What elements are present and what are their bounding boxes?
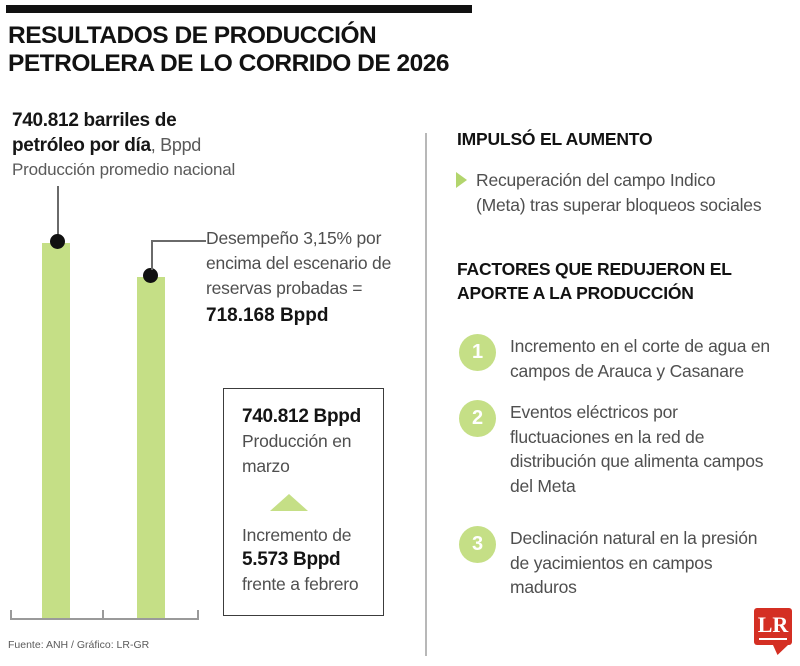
impulso-heading: IMPULSÓ EL AUMENTO: [457, 129, 653, 149]
data-point-dot-bar2: [143, 268, 158, 283]
factor-item-2: 2 Eventos eléctricos por fluctuaciones e…: [459, 400, 764, 498]
annotation-text: Desempeño 3,15% por encima del escenario…: [206, 228, 392, 298]
impulso-item: Recuperación del campo Indico (Meta) tra…: [456, 168, 762, 217]
factor-text: Incremento en el corte de agua en campos…: [510, 336, 770, 381]
factor-number-badge: 2: [459, 400, 496, 437]
data-point-dot-bar1: [50, 234, 65, 249]
march-label: Producción en marzo: [242, 431, 352, 476]
lr-logo: LR: [754, 608, 792, 655]
factor-text: Eventos eléctricos por fluctuaciones en …: [510, 402, 764, 496]
march-value: 740.812 Bppd: [242, 406, 361, 427]
top-rule: [6, 5, 472, 13]
stat-bold-text: petróleo por día: [12, 135, 151, 156]
factor-item-1: 1 Incremento en el corte de agua en camp…: [459, 334, 770, 383]
stat-bold-line2: petróleo por día, Bppd: [12, 133, 235, 158]
increase-value: 5.573 Bppd: [242, 549, 341, 570]
leader-line-bar2-horizontal: [152, 240, 206, 242]
column-divider: [425, 133, 427, 656]
stat-unit-suffix: , Bppd: [150, 135, 202, 155]
annotation-value: 718.168 Bppd: [206, 305, 329, 326]
march-production-box: 740.812 Bppd Producción en marzo Increme…: [223, 388, 384, 616]
factor-number-badge: 1: [459, 334, 496, 371]
triangle-up-icon: [270, 494, 308, 511]
page-title: RESULTADOS DE PRODUCCIÓN PETROLERA DE LO…: [8, 22, 450, 77]
lr-logo-tail: [773, 645, 788, 655]
leader-line-bar2-vertical: [151, 240, 153, 270]
axis-tick-right: [197, 610, 199, 619]
factores-heading: FACTORES QUE REDUJERON EL APORTE A LA PR…: [457, 259, 732, 303]
impulso-item-text: Recuperación del campo Indico (Meta) tra…: [476, 170, 762, 215]
stat-headline: 740.812 barriles de petróleo por día, Bp…: [12, 108, 235, 182]
factor-item-3: 3 Declinación natural en la presión de y…: [459, 526, 758, 600]
axis-tick-left: [10, 610, 12, 619]
leader-line-bar1: [57, 186, 59, 237]
arrow-right-icon: [456, 172, 467, 188]
bar-produccion-promedio: [42, 243, 70, 620]
lr-logo-text: LR: [757, 612, 789, 637]
stat-bold-line1: 740.812 barriles de: [12, 110, 177, 131]
stat-subtitle: Producción promedio nacional: [12, 160, 236, 179]
bar-reservas-probadas: [137, 277, 165, 620]
increase-suffix: frente a febrero: [242, 574, 359, 594]
factor-text: Declinación natural en la presión de yac…: [510, 528, 758, 597]
annotation-reservas: Desempeño 3,15% por encima del escenario…: [206, 226, 391, 328]
x-axis-baseline: [10, 618, 199, 620]
increase-label: Incremento de: [242, 525, 352, 545]
source-credit: Fuente: ANH / Gráfico: LR-GR: [8, 639, 150, 651]
axis-tick-middle: [102, 610, 104, 619]
factor-number-badge: 3: [459, 526, 496, 563]
lr-logo-underline: [759, 637, 787, 640]
